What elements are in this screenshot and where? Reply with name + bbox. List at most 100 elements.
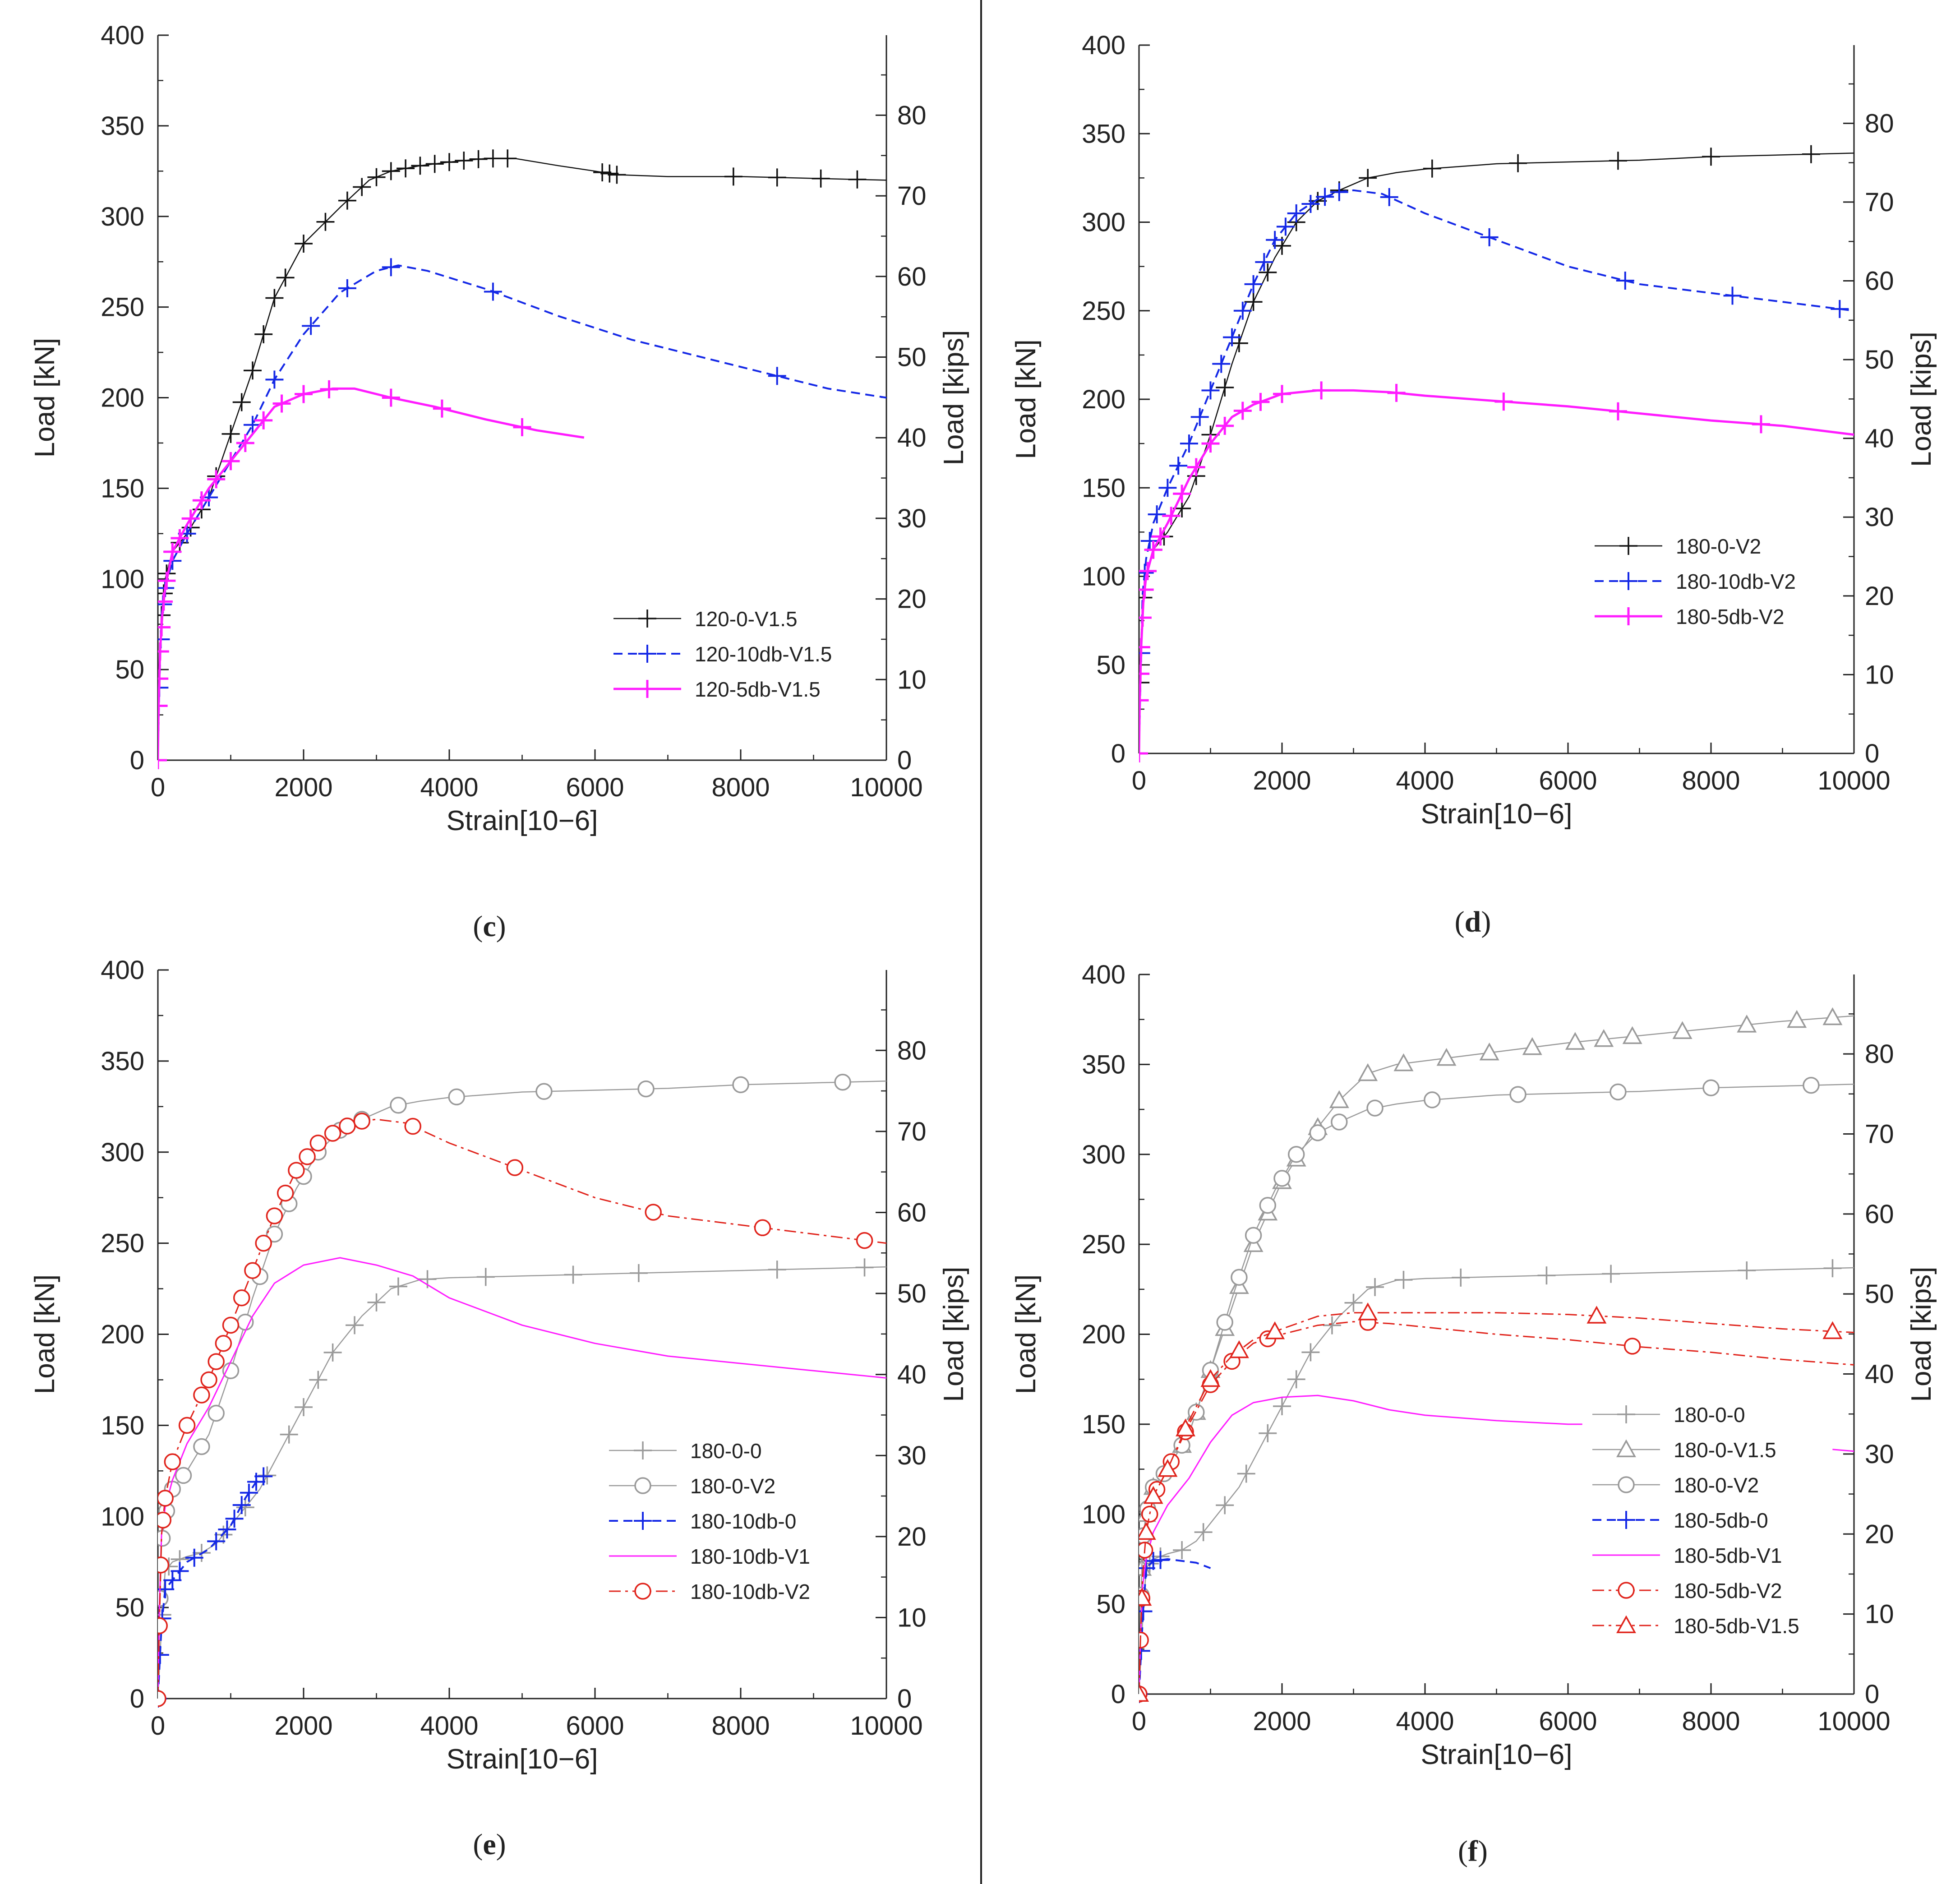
marker-circle (324, 1125, 341, 1142)
x-tick-label: 10000 (1817, 1707, 1890, 1736)
marker-triangle (1329, 1090, 1349, 1108)
marker-plus (232, 1496, 251, 1515)
marker-plus (382, 162, 400, 180)
y-tick-label: 50 (1096, 1590, 1125, 1619)
marker-plus (1216, 416, 1234, 435)
y-axis-label: Load [kN] (1010, 1274, 1042, 1394)
marker-circle (237, 1313, 254, 1331)
marker-plus (564, 1265, 582, 1284)
y2-tick-label: 70 (1865, 188, 1894, 217)
marker-plus (338, 279, 356, 297)
y-tick-label: 0 (1111, 1680, 1125, 1709)
marker-plus (1140, 532, 1159, 550)
marker-circle (215, 1334, 232, 1352)
y-tick-label: 350 (101, 1047, 144, 1076)
marker-plus (608, 166, 626, 184)
x-tick-label: 8000 (711, 1711, 770, 1741)
series-line-120-0-V1.5 (158, 157, 887, 761)
y-tick-label: 400 (101, 956, 144, 985)
marker-circle (158, 1556, 170, 1574)
series-group (1139, 1007, 1854, 1703)
y2-tick-label: 0 (1865, 739, 1879, 768)
x-tick-label: 2000 (274, 1711, 332, 1741)
marker-plus (1151, 527, 1170, 546)
x-tick-label: 4000 (420, 773, 478, 802)
marker-circle (244, 1262, 261, 1279)
y2-tick-label: 70 (897, 181, 927, 211)
marker-circle (353, 1113, 370, 1130)
y-tick-label: 0 (130, 746, 144, 775)
y-tick-label: 350 (1082, 1050, 1125, 1079)
marker-plus (600, 164, 619, 183)
legend-label: 180-0-0 (1674, 1403, 1745, 1427)
marker-plus (1616, 272, 1634, 290)
y2-tick-label: 30 (1865, 503, 1894, 532)
y2-tick-label: 10 (897, 665, 927, 694)
marker-circle (634, 1583, 651, 1600)
marker-plus (1738, 1261, 1756, 1279)
marker-plus (1139, 744, 1148, 762)
marker-plus (185, 1548, 203, 1567)
y-tick-label: 0 (1111, 739, 1125, 768)
marker-plus (254, 1467, 273, 1486)
y-tick-label: 100 (1082, 1500, 1125, 1529)
marker-plus (1148, 505, 1166, 524)
marker-plus (1423, 159, 1441, 178)
marker-circle (266, 1207, 283, 1224)
marker-plus (1380, 188, 1398, 206)
marker-circle (404, 1117, 421, 1135)
marker-circle (309, 1134, 327, 1152)
marker-plus (1802, 145, 1820, 163)
x-tick-label: 0 (1132, 1707, 1146, 1736)
marker-plus (593, 163, 612, 181)
marker-plus (513, 418, 531, 436)
marker-plus (634, 1512, 652, 1530)
marker-circle (288, 1162, 305, 1179)
marker-plus (411, 157, 429, 175)
series-line-180-10db-0 (158, 1476, 261, 1699)
y-tick-label: 0 (130, 1684, 144, 1713)
marker-plus (1233, 301, 1252, 320)
x-tick-label: 10000 (850, 1711, 922, 1741)
marker-plus (320, 380, 338, 398)
marker-plus (163, 542, 182, 561)
y2-tick-label: 10 (897, 1603, 927, 1632)
marker-plus (1216, 378, 1234, 397)
y-tick-label: 350 (1082, 119, 1125, 148)
marker-plus (768, 168, 786, 187)
marker-plus (1480, 228, 1499, 246)
y2-axis-label: Load [kips] (938, 330, 969, 466)
marker-plus (1609, 152, 1627, 170)
y2-tick-label: 20 (1865, 1519, 1894, 1549)
marker-circle (178, 1417, 196, 1434)
y2-axis-label: Load [kips] (1906, 332, 1937, 467)
marker-plus (1173, 1541, 1191, 1559)
y2-tick-label: 30 (897, 1441, 927, 1470)
marker-plus (1617, 1511, 1635, 1529)
marker-plus (265, 370, 284, 389)
marker-circle (1424, 1091, 1441, 1108)
legend-label: 180-0-V1.5 (1674, 1438, 1776, 1462)
marker-plus (1619, 537, 1637, 555)
marker-plus (295, 1398, 313, 1416)
marker-plus (207, 470, 226, 489)
y-tick-label: 200 (101, 1320, 144, 1349)
y-tick-label: 150 (101, 1411, 144, 1440)
series-line-120-5db-V1.5 (158, 387, 585, 761)
marker-plus (1619, 607, 1637, 625)
marker-plus (302, 317, 320, 335)
marker-plus (1330, 183, 1348, 201)
marker-plus (382, 258, 400, 277)
marker-circle (200, 1371, 217, 1389)
y2-tick-label: 10 (1865, 1600, 1894, 1629)
marker-plus (1216, 1496, 1234, 1515)
marker-plus (232, 393, 251, 411)
marker-circle (233, 1289, 250, 1307)
marker-circle (634, 1477, 651, 1494)
x-tick-label: 2000 (274, 773, 332, 802)
legend-label: 180-5db-0 (1674, 1509, 1768, 1532)
marker-plus (1273, 385, 1291, 403)
marker-plus (221, 425, 240, 443)
marker-plus (1452, 1268, 1470, 1287)
marker-plus (1752, 415, 1770, 434)
